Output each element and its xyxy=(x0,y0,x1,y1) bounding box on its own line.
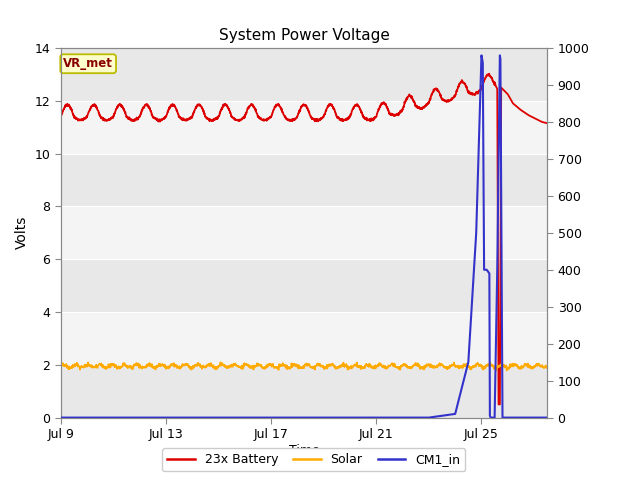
Bar xyxy=(61,101,547,154)
Bar xyxy=(61,365,547,418)
Bar xyxy=(61,48,547,101)
Bar xyxy=(61,206,547,259)
X-axis label: Time: Time xyxy=(289,444,319,457)
Text: VR_met: VR_met xyxy=(63,57,113,70)
Y-axis label: Volts: Volts xyxy=(15,216,29,250)
Title: System Power Voltage: System Power Voltage xyxy=(219,28,389,43)
Bar xyxy=(61,312,547,365)
Legend: 23x Battery, Solar, CM1_in: 23x Battery, Solar, CM1_in xyxy=(162,448,465,471)
Bar xyxy=(61,154,547,206)
Bar xyxy=(61,259,547,312)
